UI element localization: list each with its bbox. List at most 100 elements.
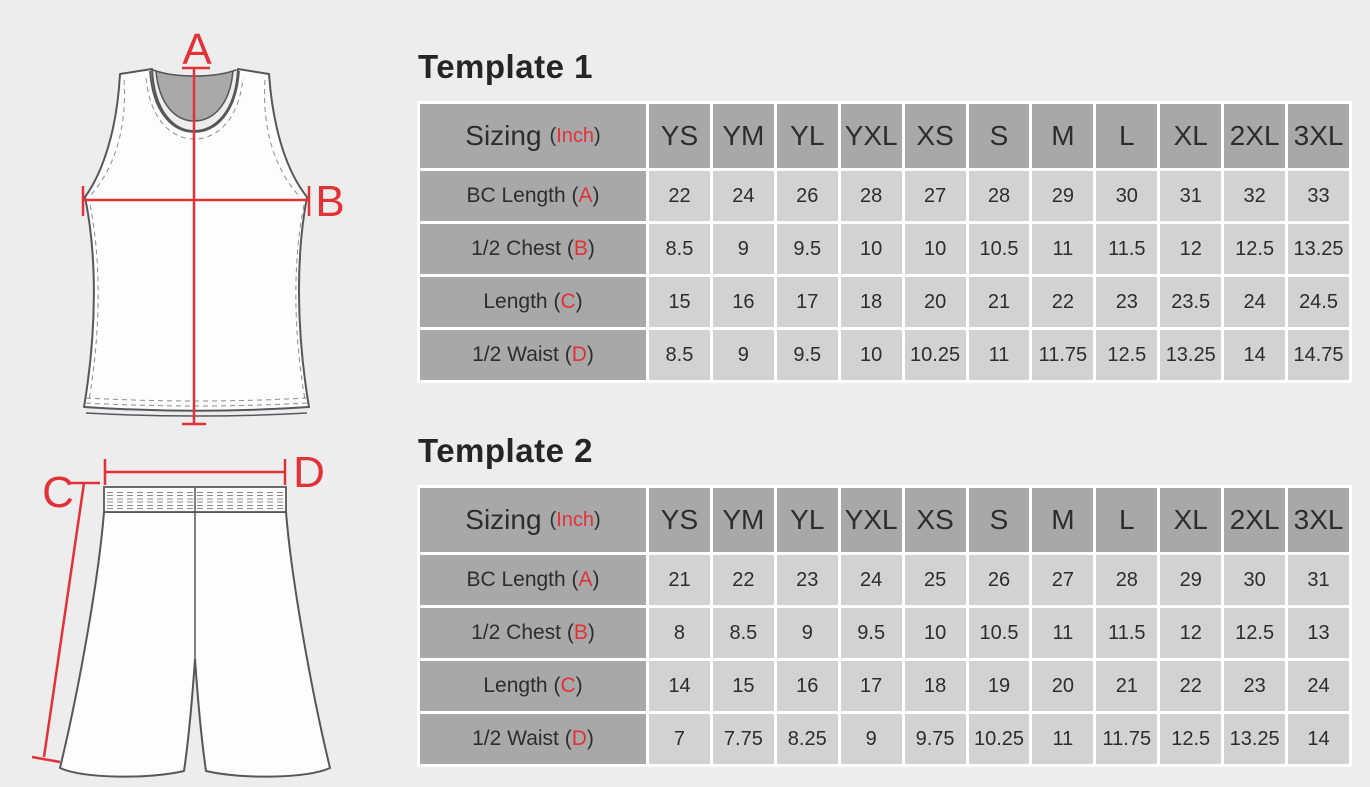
size-value-cell: 33 bbox=[1288, 171, 1349, 221]
size-value-cell: 13.25 bbox=[1288, 224, 1349, 274]
size-value-cell: 9.75 bbox=[904, 714, 966, 764]
size-value-cell: 16 bbox=[712, 277, 774, 327]
template-section: Template 2 Sizing (Inch) YS YM YL YXL XS S M L X… bbox=[417, 432, 1352, 767]
size-value-cell: 10 bbox=[840, 330, 902, 380]
shorts-diagram: D C bbox=[31, 448, 331, 778]
sizing-unit-word: Inch bbox=[556, 508, 595, 531]
size-col-header: L bbox=[1096, 488, 1158, 552]
size-value-cell: 22 bbox=[1032, 277, 1094, 327]
size-value-cell: 11 bbox=[968, 330, 1030, 380]
measure-label-d: D bbox=[293, 448, 325, 497]
size-value-cell: 7 bbox=[649, 714, 710, 764]
size-value-cell: 8.5 bbox=[712, 608, 774, 658]
size-value-cell: 7.75 bbox=[712, 714, 774, 764]
size-value-cell: 11 bbox=[1032, 714, 1094, 764]
measurement-line-a bbox=[182, 66, 210, 426]
size-value-cell: 14 bbox=[1224, 330, 1286, 380]
sizing-unit: (Inch) bbox=[549, 124, 601, 147]
size-value-cell: 9 bbox=[712, 330, 774, 380]
sizing-label: Sizing bbox=[465, 120, 542, 151]
row-label-cell: Length (C) bbox=[420, 277, 646, 327]
size-value-cell: 10 bbox=[904, 608, 966, 658]
size-value-cell: 10.25 bbox=[968, 714, 1030, 764]
size-value-cell: 29 bbox=[1032, 171, 1094, 221]
size-table: Sizing (Inch) YS YM YL YXL XS S M L XL 2XL 3XL BC L… bbox=[417, 485, 1352, 767]
size-value-cell: 8.5 bbox=[649, 224, 710, 274]
template-title: Template 2 bbox=[418, 432, 593, 469]
size-value-cell: 12.5 bbox=[1224, 608, 1286, 658]
size-value-cell: 12 bbox=[1160, 224, 1222, 274]
size-value-cell: 14.75 bbox=[1288, 330, 1349, 380]
size-value-cell: 26 bbox=[968, 555, 1030, 605]
size-col-header: S bbox=[968, 104, 1030, 168]
row-letter: D bbox=[571, 343, 587, 366]
size-value-cell: 21 bbox=[968, 277, 1030, 327]
size-col-header: YXL bbox=[840, 104, 902, 168]
size-value-cell: 12.5 bbox=[1224, 224, 1286, 274]
jersey-hem-stitch bbox=[85, 397, 308, 407]
size-value-cell: 22 bbox=[1160, 661, 1222, 711]
size-col-header: YS bbox=[649, 488, 710, 552]
size-value-cell: 24 bbox=[1288, 661, 1349, 711]
size-col-header: L bbox=[1096, 104, 1158, 168]
row-letter: B bbox=[573, 237, 588, 260]
size-value-cell: 9.5 bbox=[840, 608, 902, 658]
row-label-cell: BC Length (A) bbox=[420, 555, 646, 605]
size-col-header: 3XL bbox=[1288, 488, 1349, 552]
size-value-cell: 29 bbox=[1160, 555, 1222, 605]
size-value-cell: 13 bbox=[1288, 608, 1349, 658]
size-value-cell: 11.5 bbox=[1096, 224, 1158, 274]
size-value-cell: 22 bbox=[712, 555, 774, 605]
size-value-cell: 22 bbox=[649, 171, 710, 221]
size-value-cell: 11.5 bbox=[1096, 608, 1158, 658]
size-value-cell: 8 bbox=[649, 608, 710, 658]
size-value-cell: 12 bbox=[1160, 608, 1222, 658]
size-col-header: YXL bbox=[840, 488, 902, 552]
size-value-cell: 24.5 bbox=[1288, 277, 1349, 327]
size-value-cell: 13.25 bbox=[1224, 714, 1286, 764]
size-value-cell: 10.25 bbox=[904, 330, 966, 380]
template-section: Template 1 Sizing (Inch) YS YM YL YXL XS S M L X… bbox=[417, 48, 1352, 383]
size-value-cell: 24 bbox=[1224, 277, 1286, 327]
row-label-cell: 1/2 Chest (B) bbox=[420, 608, 646, 658]
size-value-cell: 9 bbox=[776, 608, 838, 658]
jersey-outline bbox=[83, 68, 310, 412]
jersey-hem-line bbox=[85, 412, 308, 417]
sizing-unit: (Inch) bbox=[549, 508, 601, 531]
sizing-unit-word: Inch bbox=[556, 124, 595, 147]
size-col-header: YS bbox=[649, 104, 710, 168]
size-col-header: 2XL bbox=[1224, 488, 1286, 552]
size-col-header: 3XL bbox=[1288, 104, 1349, 168]
size-col-header: M bbox=[1032, 104, 1094, 168]
row-label-cell: 1/2 Waist (D) bbox=[420, 714, 646, 764]
size-value-cell: 23.5 bbox=[1160, 277, 1222, 327]
row-label-cell: 1/2 Waist (D) bbox=[420, 330, 646, 380]
size-value-cell: 26 bbox=[776, 171, 838, 221]
size-value-cell: 10 bbox=[840, 224, 902, 274]
size-value-cell: 13.25 bbox=[1160, 330, 1222, 380]
sizing-header-cell: Sizing (Inch) bbox=[420, 104, 646, 168]
size-value-cell: 28 bbox=[968, 171, 1030, 221]
measure-label-a: A bbox=[182, 25, 212, 74]
size-value-cell: 10.5 bbox=[968, 224, 1030, 274]
size-col-header: YL bbox=[776, 488, 838, 552]
size-value-cell: 11.75 bbox=[1032, 330, 1094, 380]
size-value-cell: 9.5 bbox=[776, 224, 838, 274]
row-letter: C bbox=[560, 674, 576, 697]
size-value-cell: 30 bbox=[1096, 171, 1158, 221]
size-value-cell: 12.5 bbox=[1160, 714, 1222, 764]
size-value-cell: 9.5 bbox=[776, 330, 838, 380]
measure-label-c: C bbox=[42, 468, 74, 517]
size-value-cell: 23 bbox=[776, 555, 838, 605]
row-letter: B bbox=[573, 621, 588, 644]
size-value-cell: 14 bbox=[1288, 714, 1349, 764]
size-value-cell: 11 bbox=[1032, 224, 1094, 274]
row-letter: A bbox=[578, 568, 593, 591]
row-label-cell: Length (C) bbox=[420, 661, 646, 711]
size-col-header: XL bbox=[1160, 488, 1222, 552]
size-value-cell: 20 bbox=[1032, 661, 1094, 711]
size-value-cell: 17 bbox=[776, 277, 838, 327]
size-value-cell: 8.25 bbox=[776, 714, 838, 764]
size-value-cell: 31 bbox=[1160, 171, 1222, 221]
